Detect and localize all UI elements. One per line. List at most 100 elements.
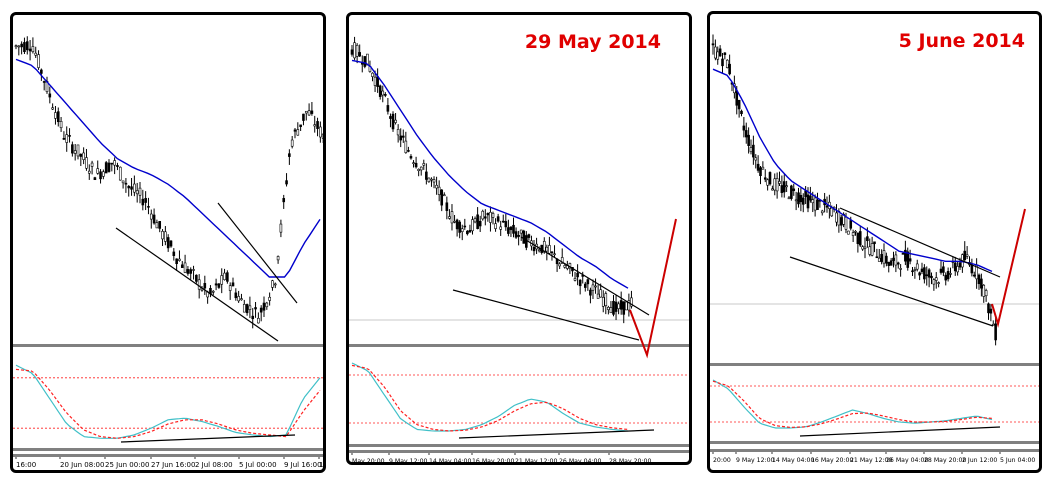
candle-body [801,197,805,205]
candle-body [989,308,993,314]
candle-body [596,293,600,299]
candle-body [245,304,249,314]
x-tick-label: 20:00 [713,457,731,464]
x-tick-label: 14 May 04:00 [772,457,814,464]
candle-body [491,213,495,218]
oscillator-signal-line [712,380,993,428]
panel-separator [349,450,689,453]
date-label: 29 May 2014 [524,31,661,53]
candle-body [386,105,390,112]
candle-body [591,284,595,291]
x-tick-label: 26 May 04:00 [559,458,601,462]
candle-body [835,212,838,223]
candle-body [407,150,410,152]
candle-body [939,268,943,273]
candle-body [782,181,786,193]
candle-body [427,177,431,183]
candle-body [226,272,229,282]
candle-body [437,186,441,195]
candle-body [589,289,592,296]
candle-body [321,133,323,139]
candle-body [766,179,769,186]
candle-body [863,246,867,249]
candle-body [20,43,23,48]
candle-body [396,129,400,136]
candle-body [430,178,433,181]
candle-body [560,257,564,264]
x-tick-label: 21 May 12:00 [850,457,892,464]
panel-separator [710,363,1039,366]
candle-body [972,274,976,277]
candle-body [448,216,451,219]
x-tick-label: 9 May 12:00 [736,457,775,464]
candle-body [825,205,829,208]
candle-body [107,162,111,172]
trendline [452,289,640,341]
candle-body [742,125,746,131]
candle-body [251,315,255,320]
candle-body [851,232,855,236]
candle-body [937,282,940,284]
candle-body [965,254,969,257]
candle-body [110,162,114,165]
candle-body [494,223,497,229]
candle-body [728,63,731,75]
candle-body [778,181,781,184]
candle-body [737,99,741,110]
chart-panel-2: May 20:00 9 May 12:00 14 May 04:00 16 May 2… [346,12,692,465]
candle-body [514,231,518,238]
candle-body [794,199,798,202]
candle-body [509,226,513,230]
panel-separator [13,448,323,451]
candle-body [880,254,883,262]
oscillator-main-line [351,362,629,432]
candle-body [617,303,620,309]
candle-body [384,93,387,96]
candle-body [378,85,382,97]
candle-body [409,156,413,159]
x-tick-label: 16 May 20:00 [472,458,514,462]
candle-body [980,278,983,289]
candle-body [489,212,492,223]
candle-body [899,268,902,270]
candle-body [499,226,502,230]
candle-body [358,52,361,57]
candle-body [550,251,554,254]
candle-body [813,197,817,211]
candle-body [164,231,167,242]
candle-body [542,241,546,253]
x-tick-label: 16 May 20:00 [811,457,853,464]
x-tick-label: 9 May 12:00 [389,458,428,462]
candle-body [166,237,170,249]
candle-body [885,255,888,264]
candle-body [71,144,74,154]
trendline [217,202,298,304]
candle-body [519,229,523,234]
candle-body [870,243,874,256]
candle-body [417,168,420,172]
candle-body [155,222,159,229]
candle-body [23,42,26,53]
candle-body [90,162,94,167]
x-tick-label: 5 Jul 00:00 [239,461,277,469]
candle-body [771,188,774,191]
candle-body [463,225,467,228]
candle-body [214,283,218,286]
candle-body [118,166,122,181]
candle-body [904,249,907,262]
candle-body [790,185,793,199]
candle-body [984,290,988,297]
candle-body [180,264,184,268]
x-tick-label: 2 Jun 12:00 [962,457,997,464]
candle-body [203,283,207,289]
candle-body [254,307,257,310]
x-tick-label: 16:00 [16,461,36,469]
candle-body [217,283,221,288]
candle-body [240,298,243,301]
panel-separator [349,444,689,447]
candle-body [471,219,474,232]
candle-body [527,234,531,238]
candle-body [507,227,510,234]
candle-body [104,162,108,174]
candle-body [73,150,77,154]
